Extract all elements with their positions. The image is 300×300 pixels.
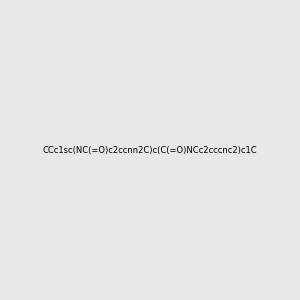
Text: CCc1sc(NC(=O)c2ccnn2C)c(C(=O)NCc2cccnc2)c1C: CCc1sc(NC(=O)c2ccnn2C)c(C(=O)NCc2cccnc2)… xyxy=(43,146,257,154)
